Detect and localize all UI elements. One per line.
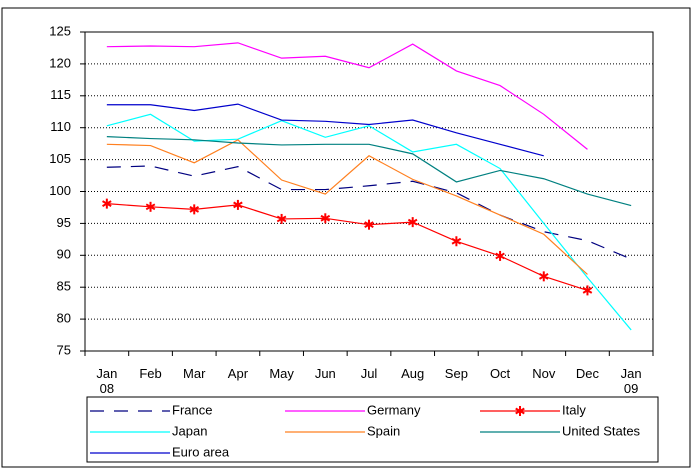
x-tick-label: Mar (183, 366, 206, 381)
marker (233, 199, 243, 210)
series-line (106, 203, 588, 291)
y-tick-label: 115 (50, 87, 71, 102)
y-tick-label: 95 (57, 215, 71, 230)
y-tick-label: 125 (49, 23, 71, 38)
y-tick-label: 80 (57, 311, 71, 326)
y-tick-label: 75 (57, 342, 71, 357)
x-tick-label: Feb (139, 366, 162, 381)
legend-label: Euro area (172, 444, 230, 459)
marker-stroke (233, 201, 243, 209)
x-tick-label: Apr (227, 366, 249, 381)
x-tick-label: Jun (314, 366, 336, 381)
chart-border (1, 7, 691, 468)
legend-label: Italy (562, 402, 586, 417)
marker (582, 285, 593, 296)
y-tick-label: 110 (50, 119, 71, 134)
x-tick-label: May (269, 366, 294, 381)
marker-stroke (538, 272, 549, 280)
marker (320, 213, 331, 224)
legend-box (86, 396, 659, 463)
x-tick-label: Sep (444, 366, 468, 381)
series-line (106, 103, 544, 157)
marker-stroke (407, 218, 418, 226)
legend-label: United States (562, 423, 641, 438)
marker-stroke (495, 252, 505, 260)
y-tick-label: 105 (49, 151, 71, 166)
series-line (106, 113, 632, 331)
y-tick-label: 85 (57, 279, 71, 294)
legend-label: Germany (367, 402, 421, 417)
legend-label: France (172, 402, 212, 417)
marker (145, 201, 156, 212)
y-tick-label: 120 (49, 55, 71, 70)
x-tick-label: Aug (401, 366, 425, 381)
y-tick-label: 90 (57, 247, 71, 262)
x-tick-label: Dec (575, 366, 600, 381)
series-line (106, 165, 632, 260)
x-tick-label: Jan 08 (96, 366, 118, 396)
x-tick-label: Nov (532, 366, 556, 381)
series-line (106, 42, 588, 150)
series-line (106, 139, 588, 275)
series-line (106, 136, 632, 207)
x-tick-label: Jan 09 (620, 366, 642, 396)
marker (451, 236, 462, 247)
marker (538, 271, 549, 282)
marker (364, 219, 374, 230)
plot-area (84, 31, 654, 352)
marker (407, 217, 418, 228)
marker-stroke (145, 203, 156, 211)
marker-stroke (515, 407, 525, 415)
marker-stroke (582, 287, 593, 294)
y-tick-label: 100 (49, 183, 71, 198)
marker-stroke (276, 215, 287, 223)
marker-stroke (364, 221, 374, 229)
marker-stroke (320, 214, 331, 222)
marker-stroke (451, 237, 462, 245)
marker-stroke (102, 200, 112, 207)
marker-stroke (189, 205, 200, 213)
legend-label: Japan (172, 423, 207, 438)
x-tick-label: Oct (489, 366, 511, 381)
marker (515, 406, 525, 416)
legend-label: Spain (367, 423, 400, 438)
marker (102, 198, 112, 209)
marker (189, 204, 200, 215)
marker (495, 250, 505, 261)
marker (276, 213, 287, 224)
x-tick-label: Jul (360, 366, 378, 381)
